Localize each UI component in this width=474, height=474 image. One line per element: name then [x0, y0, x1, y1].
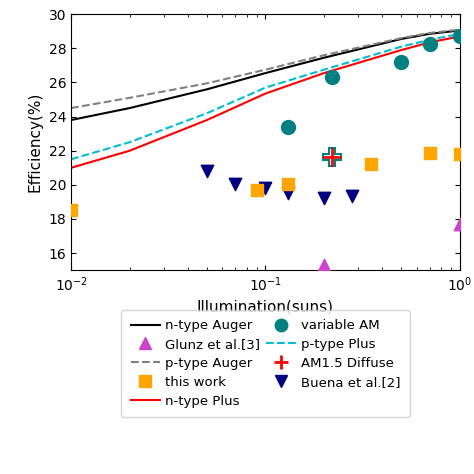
Point	[284, 123, 292, 131]
Point	[426, 40, 433, 48]
Y-axis label: Efficiency(%): Efficiency(%)	[28, 92, 43, 192]
Point	[456, 220, 464, 228]
Point	[284, 189, 292, 196]
Point	[348, 192, 356, 200]
Point	[456, 150, 464, 158]
Point	[328, 73, 336, 80]
Point	[262, 184, 269, 192]
Point	[253, 186, 260, 194]
Point	[398, 58, 405, 66]
Point	[456, 32, 464, 39]
X-axis label: Illumination(suns): Illumination(suns)	[197, 299, 334, 314]
Point	[320, 261, 328, 269]
Point	[203, 167, 211, 175]
Point	[231, 180, 239, 188]
Point	[67, 207, 75, 214]
Point	[284, 180, 292, 188]
Point	[426, 149, 433, 157]
Point	[367, 161, 375, 168]
Point	[320, 194, 328, 201]
Legend: n-type Auger, Glunz et al.[3], p-type Auger, this work, n-type Plus, variable AM: n-type Auger, Glunz et al.[3], p-type Au…	[121, 310, 410, 417]
